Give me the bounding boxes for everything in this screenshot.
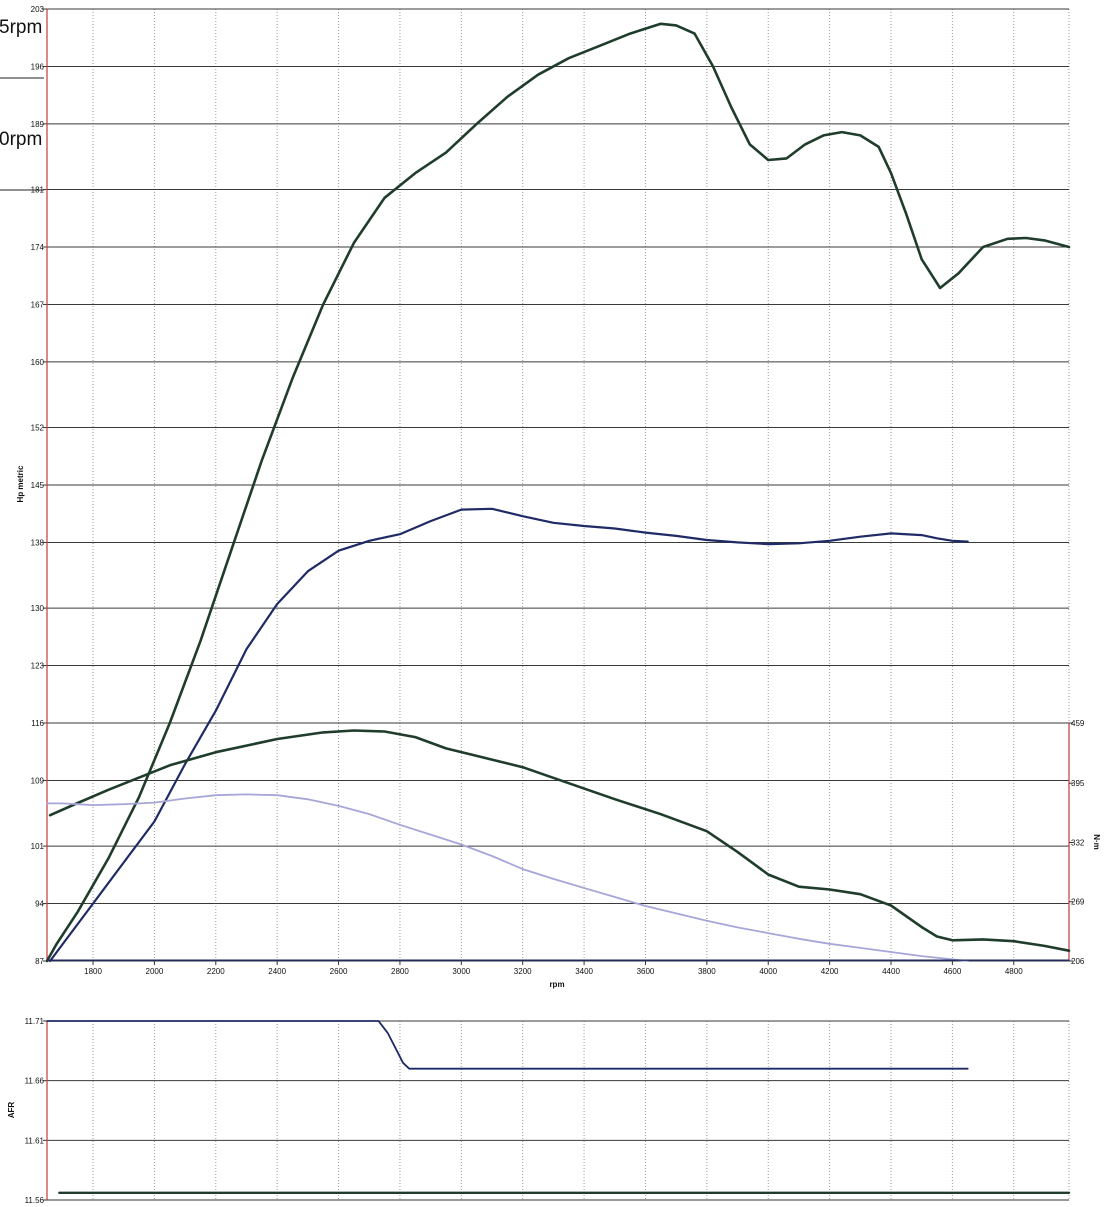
x-tick-label: 4400 (882, 967, 900, 976)
y2-tick-label: 269 (1071, 898, 1085, 907)
annotation-mid: 0rpm (0, 129, 42, 150)
y2-tick-label: 206 (1071, 957, 1085, 966)
y-tick-label: 101 (31, 842, 45, 851)
x-tick-label: 3200 (514, 967, 532, 976)
y-tick-label: 196 (31, 62, 45, 71)
x-tick-label: 1800 (84, 967, 102, 976)
x-tick-label: 2400 (268, 967, 286, 976)
main-plot-series (45, 22, 1071, 963)
y-tick-label: 189 (31, 120, 45, 129)
annotation-top: 5rpm (0, 17, 42, 38)
x-tick-label: 4600 (943, 967, 961, 976)
y2-tick-label: 459 (1071, 719, 1085, 728)
y2-tick-label: 395 (1071, 779, 1085, 788)
y-tick-label: 152 (31, 424, 45, 433)
x-axis-label: rpm (549, 980, 564, 989)
y-tick-label: 130 (31, 604, 45, 613)
y-tick-label: 11.66 (25, 1077, 45, 1086)
y-tick-label: 138 (31, 538, 45, 547)
y-tick-label: 145 (31, 481, 45, 490)
x-tick-label: 2800 (391, 967, 409, 976)
y-tick-label: 11.71 (25, 1017, 45, 1026)
y2-axis-label: N·m (1092, 834, 1101, 850)
main-plot-grid: 1800 2000 2200 2400 2600 2800 3000 3200 3400 3600… (31, 5, 1085, 976)
y-tick-label: 167 (31, 300, 45, 309)
series-line-1-0 (46, 1020, 969, 1070)
x-tick-label: 4800 (1005, 967, 1023, 976)
y-tick-label: 11.61 (25, 1136, 45, 1145)
y-tick-label: 116 (31, 719, 44, 728)
x-tick-label: 3600 (637, 967, 655, 976)
y-tick-label: 203 (31, 5, 45, 14)
series-line-0-2 (48, 729, 1071, 952)
series-line-0-3 (46, 793, 969, 962)
afr-plot-grid: 11.56 11.61 11.66 11.71 (25, 1017, 1070, 1205)
afr-plot-series (46, 1020, 1071, 1194)
y-tick-label: 174 (31, 243, 45, 252)
x-tick-label: 2000 (146, 967, 164, 976)
series-line-0-1 (49, 507, 969, 963)
y2-tick-label: 332 (1071, 838, 1085, 847)
afr-axis-label: AFR (7, 1102, 16, 1119)
y-tick-label: 160 (31, 358, 45, 367)
y-tick-label: 109 (31, 776, 45, 785)
x-tick-label: 2200 (207, 967, 225, 976)
y-axis-label: Hp metric (16, 465, 25, 502)
x-tick-label: 4200 (821, 967, 839, 976)
x-tick-label: 3400 (575, 967, 593, 976)
x-tick-label: 3000 (452, 967, 470, 976)
y-tick-label: 11.56 (25, 1196, 45, 1205)
x-tick-label: 4000 (759, 967, 777, 976)
x-tick-label: 3800 (698, 967, 716, 976)
y-tick-label: 94 (35, 900, 44, 909)
y-tick-label: 87 (35, 957, 44, 966)
x-tick-label: 2600 (330, 967, 348, 976)
y-tick-label: 123 (31, 662, 45, 671)
series-line-0-0 (45, 22, 1071, 963)
